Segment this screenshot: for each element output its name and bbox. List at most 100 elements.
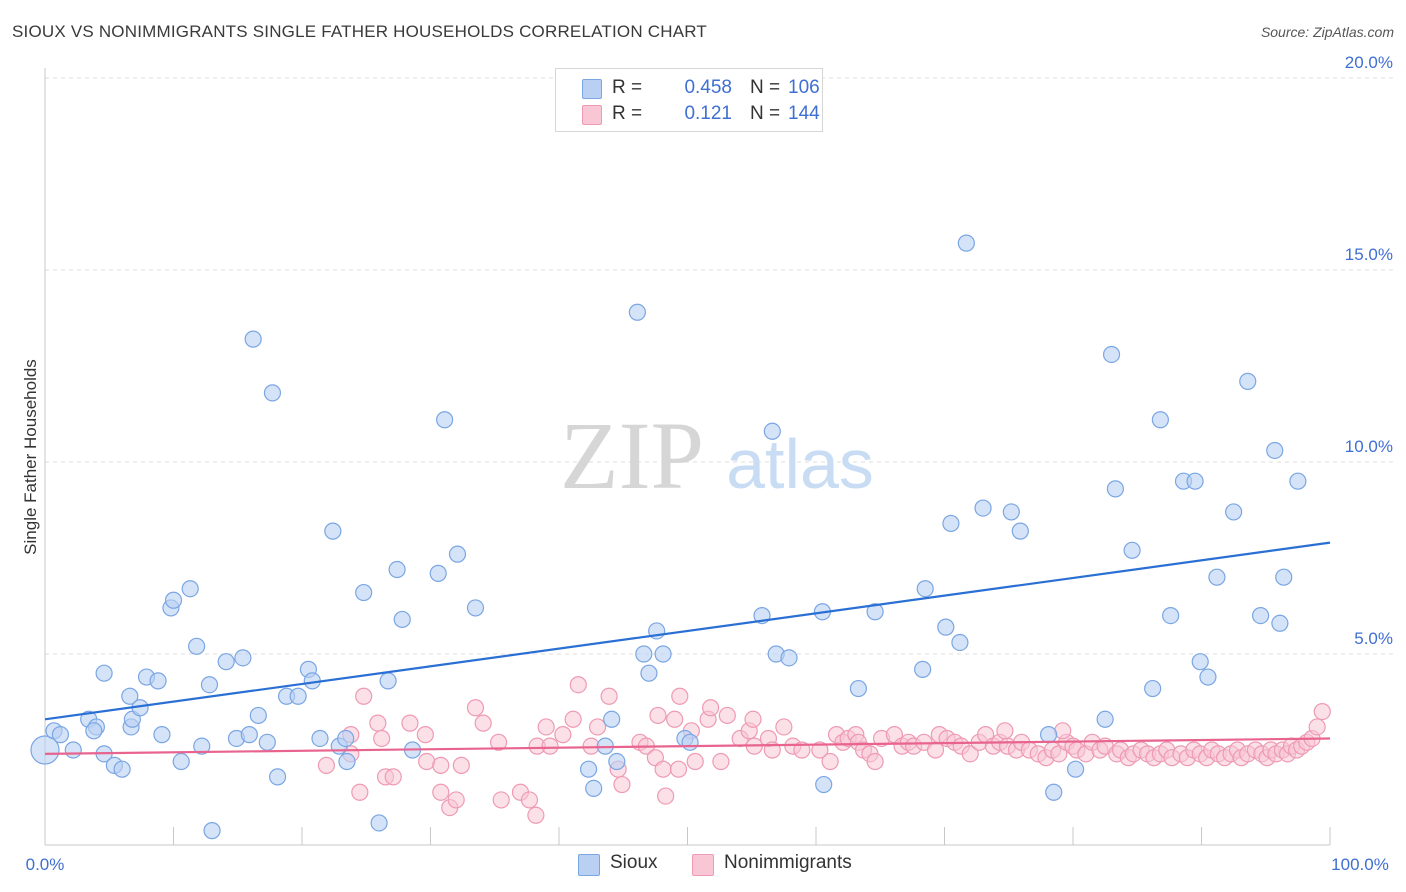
nonimmigrants-point [554, 726, 572, 744]
sioux-point [763, 422, 781, 440]
sioux-point [355, 583, 373, 602]
sioux-point [654, 645, 672, 663]
nonimmigrants-point [702, 699, 720, 717]
nonimmigrants-point [775, 718, 793, 736]
nonimmigrants-point [654, 760, 672, 778]
watermark-atlas: atlas [726, 425, 874, 503]
nonimmigrants-point [744, 710, 762, 728]
nonimmigrants-point [1054, 722, 1072, 740]
sioux-point [244, 330, 262, 348]
sioux-point [149, 672, 167, 690]
sioux-point [153, 726, 171, 744]
nonimmigrants-point [492, 791, 510, 809]
r-label: R = [612, 103, 643, 124]
sioux-point [1039, 726, 1058, 744]
nonimmigrants-point [961, 745, 979, 763]
sioux-point [974, 499, 992, 517]
sioux-point [164, 591, 183, 609]
series-legend: Sioux Nonimmigrants [0, 852, 1406, 878]
sioux-point [957, 234, 975, 252]
chart-title: SIOUX VS NONIMMIGRANTS SINGLE FATHER HOU… [12, 22, 707, 41]
sioux-point [95, 664, 113, 682]
sioux-point [1275, 568, 1293, 586]
sioux-point [914, 660, 932, 678]
nonimmigrants-point [569, 676, 587, 694]
x-tick-label: 100.0% [1331, 855, 1389, 874]
sioux-point [393, 610, 411, 629]
x-tick-label: 0.0% [26, 855, 65, 874]
y-tick-label: 15.0% [1345, 245, 1393, 264]
nonimmigrants-point [671, 687, 689, 705]
nonimmigrants-point [600, 687, 618, 705]
sioux-point [193, 737, 211, 755]
sioux-point [217, 653, 235, 671]
nonimmigrants-point [669, 760, 688, 778]
watermark-zip: ZIP [560, 402, 704, 509]
sioux-points [30, 234, 1307, 840]
sioux-swatch [582, 79, 602, 99]
nonimmigrants-point [474, 714, 492, 732]
nonimmigrants-point [793, 741, 811, 759]
y-tick-label: 10.0% [1345, 437, 1393, 456]
nonimmigrants-point [996, 722, 1014, 740]
sioux-point [1106, 480, 1125, 498]
nonimmigrants-point [447, 791, 465, 809]
sioux-point [1199, 668, 1217, 686]
sioux-point [1239, 372, 1257, 390]
sioux-point [1271, 614, 1289, 632]
sioux-point [30, 735, 60, 765]
y-axis-label: Single Father Households [21, 359, 40, 555]
sioux-point [337, 729, 355, 748]
nonimmigrants-point [666, 710, 684, 728]
sioux-point [849, 679, 868, 698]
nonimmigrants-point [718, 706, 736, 725]
y-tick-label: 20.0% [1345, 53, 1393, 72]
nonimmigrants-point [564, 710, 582, 728]
nonimmigrants-point [811, 741, 829, 759]
trend-lines [44, 541, 1331, 755]
sioux-point [121, 687, 139, 705]
sioux-point [603, 710, 621, 728]
legend-label: Sioux [610, 852, 658, 873]
nonimmigrants-point [351, 783, 369, 801]
watermark: ZIP atlas [560, 402, 874, 509]
sioux-point [635, 645, 653, 663]
sioux-swatch [578, 854, 600, 876]
sioux-point [370, 814, 388, 832]
sioux-point [200, 676, 219, 694]
correlation-legend: R = 0.458 N = 106 R = 0.121 N = 144 [555, 68, 823, 132]
sioux-point [1151, 411, 1169, 429]
sioux-point [203, 822, 221, 840]
axes [44, 68, 1331, 846]
nonimmigrants-points [317, 676, 1331, 824]
sioux-point [681, 733, 699, 751]
sioux-point [815, 775, 833, 794]
r-value: 0.458 [684, 77, 732, 98]
sioux-point [640, 664, 658, 682]
sioux-point [1191, 653, 1209, 671]
nonimmigrants-point [490, 733, 508, 751]
sioux-point [937, 618, 955, 636]
sioux-point [1096, 710, 1114, 728]
nonimmigrants-swatch [582, 105, 602, 125]
n-label: N = [750, 77, 781, 98]
nonimmigrants-point [657, 787, 675, 805]
sioux-point [1045, 783, 1063, 801]
nonimmigrants-point [821, 752, 839, 771]
sioux-point [628, 303, 646, 321]
nonimmigrants-point [649, 706, 667, 725]
legend-label: Nonimmigrants [724, 852, 852, 873]
nonimmigrants-trend-line [44, 737, 1331, 755]
sioux-point [448, 545, 467, 563]
sioux-point [234, 649, 252, 667]
nonimmigrants-point [686, 752, 704, 771]
sioux-point [585, 779, 603, 798]
nonimmigrants-point [373, 729, 391, 748]
sioux-point [1186, 472, 1204, 490]
nonimmigrants-point [432, 783, 450, 801]
sioux-point [258, 733, 276, 751]
sioux-point [1123, 541, 1141, 559]
y-tick-label: 5.0% [1354, 629, 1393, 648]
sioux-point [172, 752, 190, 771]
n-label: N = [750, 103, 781, 124]
